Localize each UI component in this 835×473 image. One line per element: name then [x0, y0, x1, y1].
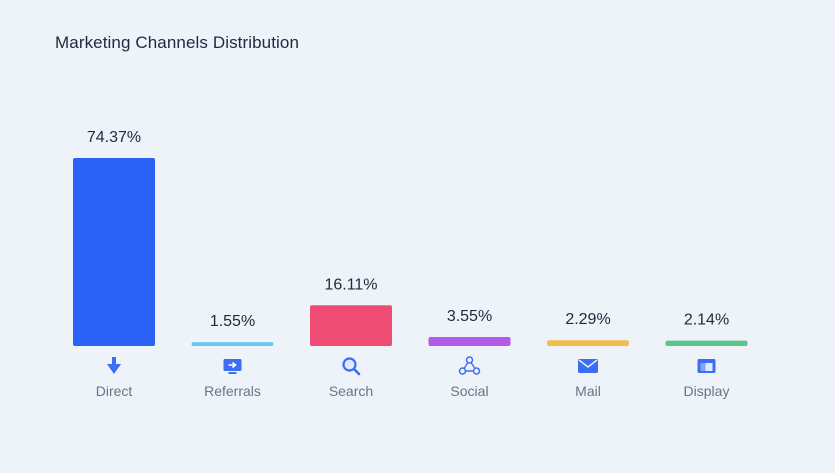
value-label-direct: 74.37% — [87, 129, 141, 146]
bar-direct[interactable] — [73, 158, 155, 346]
value-label-referrals: 1.55% — [210, 313, 255, 330]
bar-display[interactable] — [665, 340, 748, 346]
category-label-referrals: Referrals — [204, 383, 261, 399]
search-icon — [342, 357, 361, 376]
arrow-down-icon — [107, 357, 121, 374]
chart-title: Marketing Channels Distribution — [55, 33, 300, 52]
display-window-icon — [697, 359, 716, 373]
monitor-share-icon — [223, 359, 242, 374]
value-label-display: 2.14% — [684, 312, 729, 329]
category-label-direct: Direct — [96, 383, 133, 399]
category-label-search: Search — [329, 383, 373, 399]
bar-search[interactable] — [310, 305, 392, 346]
bar-referrals[interactable] — [191, 342, 274, 346]
bar-mail[interactable] — [547, 340, 629, 346]
bar-social[interactable] — [428, 337, 511, 346]
share-network-icon — [458, 356, 481, 375]
mail-icon — [578, 359, 598, 373]
value-label-search: 16.11% — [324, 276, 377, 293]
category-label-display: Display — [684, 383, 730, 399]
value-label-social: 3.55% — [447, 308, 492, 325]
value-label-mail: 2.29% — [565, 311, 610, 328]
category-label-mail: Mail — [575, 383, 601, 399]
category-label-social: Social — [450, 383, 488, 399]
